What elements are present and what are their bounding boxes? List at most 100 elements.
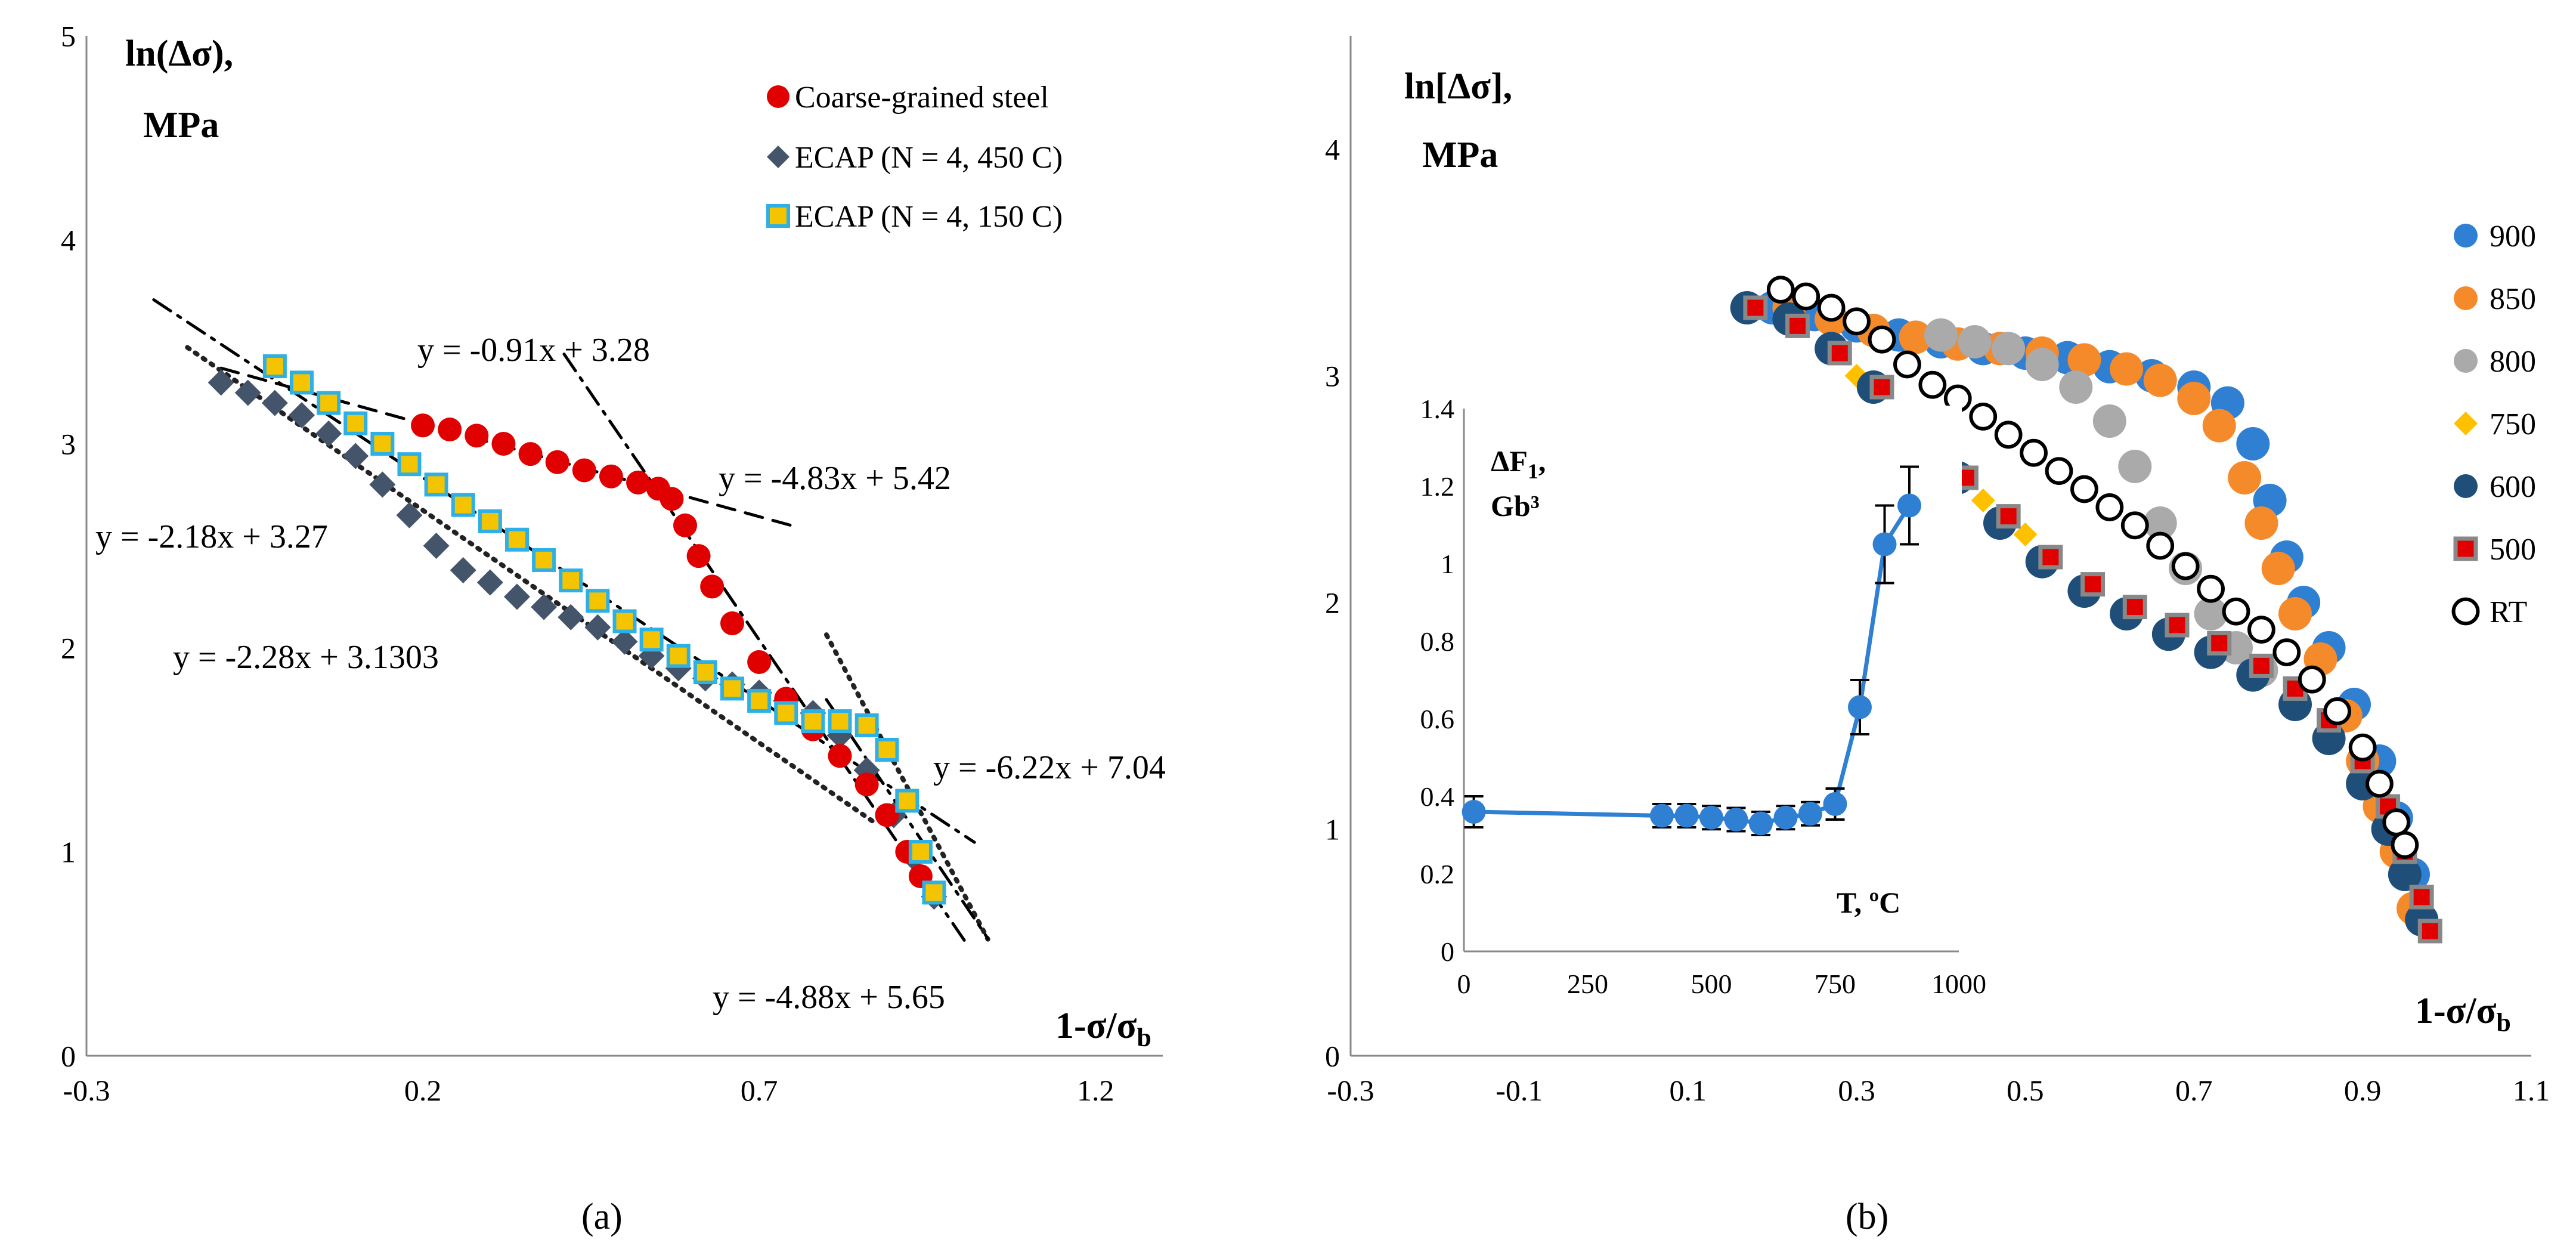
data-point bbox=[639, 627, 664, 652]
x-tick-label: 750 bbox=[1815, 969, 1856, 999]
panel-a-chart: -0.3 0.2 0.7 1.2 0 1 2 3 4 5 ln(Δσ), MPa 1-σ/σb y… bbox=[61, 20, 1166, 1238]
inset-ylabel-symbol: ΔF bbox=[1491, 444, 1528, 478]
legend-label: 600 bbox=[2490, 470, 2536, 504]
legend-marker bbox=[2453, 536, 2478, 561]
inset-data-point bbox=[1724, 808, 1748, 831]
trendline-label: y = -0.91x + 3.28 bbox=[417, 332, 650, 369]
legend-label: 900 bbox=[2490, 220, 2536, 254]
data-point bbox=[2222, 597, 2250, 626]
legend-marker-ecap-450 bbox=[767, 146, 789, 168]
data-point bbox=[450, 557, 476, 584]
y-tick-label: 0.4 bbox=[1420, 781, 1455, 812]
data-point bbox=[2067, 343, 2101, 377]
legend-label: 850 bbox=[2490, 282, 2536, 316]
data-point bbox=[411, 413, 435, 438]
data-point bbox=[2298, 665, 2326, 694]
data-point bbox=[1743, 295, 1768, 320]
data-point bbox=[2165, 613, 2190, 638]
data-point bbox=[2143, 363, 2177, 397]
data-point bbox=[438, 418, 462, 442]
data-point bbox=[2236, 427, 2270, 460]
y-tick-label: 0 bbox=[1441, 936, 1454, 967]
panel-b-ylabel-line2: MPa bbox=[1422, 135, 1498, 175]
x-tick-label: 0.7 bbox=[2175, 1074, 2213, 1107]
inset-data-point bbox=[1798, 802, 1822, 826]
data-point bbox=[1992, 332, 2026, 366]
x-tick-label: 0 bbox=[1457, 969, 1471, 999]
panel-b-ticks: -0.3 -0.1 0.1 0.3 0.5 0.7 0.9 1.1 0 1 2 3 4 bbox=[1325, 133, 2550, 1108]
data-point bbox=[686, 544, 711, 568]
data-point bbox=[451, 493, 475, 517]
x-tick-label: 0.9 bbox=[2344, 1074, 2382, 1107]
data-point bbox=[1996, 504, 2021, 529]
legend-label: RT bbox=[2490, 595, 2527, 629]
x-tick-label: 0.7 bbox=[741, 1074, 778, 1107]
inset-data-point bbox=[1773, 805, 1798, 830]
data-point bbox=[2059, 370, 2093, 404]
data-point bbox=[922, 880, 946, 905]
legend-marker bbox=[2454, 412, 2478, 435]
y-tick-label: 2 bbox=[61, 632, 76, 665]
panel-a-ylabel-line1: ln(Δσ), bbox=[125, 33, 233, 74]
data-point bbox=[1817, 293, 1846, 322]
x-tick-label: -0.3 bbox=[1327, 1074, 1374, 1107]
data-point bbox=[584, 614, 611, 641]
data-point bbox=[774, 701, 798, 725]
data-point bbox=[747, 650, 772, 674]
data-point bbox=[478, 509, 502, 533]
data-point bbox=[369, 471, 396, 498]
trendline bbox=[823, 632, 990, 942]
y-tick-label: 0.8 bbox=[1420, 626, 1455, 657]
data-point bbox=[2382, 808, 2411, 836]
data-point bbox=[1924, 318, 1958, 352]
legend-label: 750 bbox=[2490, 407, 2536, 441]
legend-label: 500 bbox=[2490, 533, 2536, 567]
data-point bbox=[2366, 769, 2394, 798]
data-point bbox=[317, 391, 341, 415]
data-point bbox=[532, 548, 556, 572]
data-point bbox=[2348, 733, 2377, 762]
data-point bbox=[1918, 370, 1947, 399]
data-point bbox=[1843, 307, 1871, 336]
legend-label: 800 bbox=[2490, 345, 2536, 379]
y-tick-label: 1 bbox=[1441, 549, 1454, 579]
data-point bbox=[660, 487, 684, 511]
caption-b: (b) bbox=[1846, 1197, 1888, 1237]
data-point bbox=[1785, 313, 1810, 338]
data-point bbox=[1869, 375, 1894, 400]
inset-data-point bbox=[1699, 805, 1723, 830]
panel-a-ticks: -0.3 0.2 0.7 1.2 0 1 2 3 4 5 bbox=[61, 20, 1114, 1108]
data-point bbox=[2025, 348, 2059, 381]
data-point bbox=[396, 502, 423, 528]
data-point bbox=[342, 443, 369, 469]
panel-b-series bbox=[1730, 276, 2442, 944]
data-point bbox=[854, 772, 879, 797]
data-point bbox=[289, 402, 315, 429]
panel-b-xlabel: 1-σ/σb bbox=[2415, 991, 2511, 1037]
data-point bbox=[1899, 320, 1933, 354]
y-tick-label: 3 bbox=[1325, 360, 1340, 393]
data-point bbox=[208, 369, 234, 396]
data-point bbox=[700, 574, 724, 599]
legend-marker bbox=[2454, 224, 2478, 248]
y-tick-label: 3 bbox=[61, 428, 76, 461]
legend-marker-coarse bbox=[767, 85, 789, 108]
data-point bbox=[290, 370, 314, 395]
legend-label: ECAP (N = 4, 450 C) bbox=[795, 141, 1063, 175]
panel-b-legend: 900 850 800 750 600 500 RT bbox=[2451, 220, 2536, 629]
x-tick-label: 500 bbox=[1691, 969, 1732, 999]
y-tick-label: 0 bbox=[1325, 1040, 1340, 1073]
data-point bbox=[262, 354, 287, 379]
data-point bbox=[1969, 403, 1998, 431]
data-point bbox=[2122, 595, 2147, 620]
data-point bbox=[2261, 552, 2295, 585]
y-tick-label: 2 bbox=[1325, 586, 1340, 620]
data-point bbox=[747, 688, 772, 713]
data-point bbox=[2092, 404, 2126, 438]
data-point bbox=[828, 709, 852, 734]
data-point bbox=[2417, 919, 2442, 944]
data-point bbox=[2391, 831, 2419, 859]
data-point bbox=[2249, 653, 2274, 678]
